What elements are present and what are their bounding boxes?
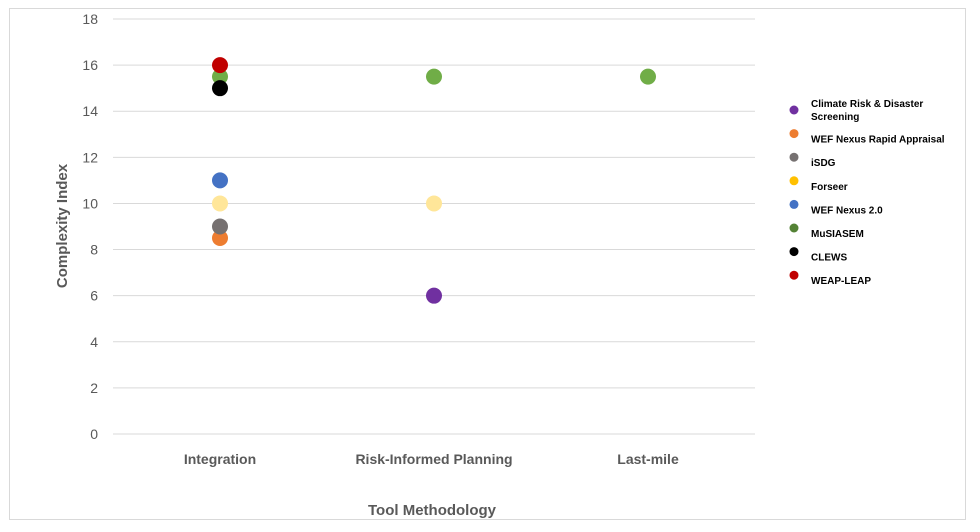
y-tick-label: 12 [82, 149, 98, 165]
data-point [212, 57, 228, 74]
legend-marker [789, 176, 799, 186]
chart-frame [9, 8, 966, 520]
y-tick-label: 6 [90, 288, 98, 304]
legend-marker [789, 105, 799, 115]
legend-label: WEAP-LEAP [811, 276, 871, 287]
data-point [426, 68, 442, 85]
data-point [212, 172, 228, 189]
legend-marker [789, 199, 799, 209]
y-tick-label: 18 [82, 11, 98, 27]
x-axis-title: Tool Methodology [368, 502, 497, 519]
legend-marker [789, 223, 799, 233]
data-point [212, 218, 228, 235]
data-point [640, 68, 656, 85]
x-category-label: Integration [184, 451, 256, 467]
x-category-label: Last-mile [617, 451, 679, 467]
y-tick-label: 16 [82, 57, 98, 73]
legend-marker [789, 152, 799, 162]
data-points [212, 57, 656, 304]
y-axis-title: Complexity Index [54, 163, 71, 288]
legend-label: Forseer [811, 182, 848, 193]
y-axis-ticks: 0 2 4 6 8 10 12 14 16 18 [82, 11, 98, 442]
legend-label: CLEWS [811, 253, 847, 264]
legend-label: iSDG [811, 158, 836, 169]
legend-marker [789, 270, 799, 280]
y-tick-label: 10 [82, 195, 98, 211]
data-point [212, 80, 228, 97]
y-tick-label: 4 [90, 334, 98, 350]
legend-marker [789, 129, 799, 139]
data-point [426, 287, 442, 304]
legend-label: WEF Nexus 2.0 [811, 205, 883, 216]
y-tick-label: 0 [90, 426, 98, 442]
y-tick-label: 14 [82, 103, 98, 119]
y-tick-label: 8 [90, 242, 98, 258]
data-point [212, 195, 228, 212]
legend: Climate Risk & Disaster Screening WEF Nexu… [789, 99, 945, 287]
x-axis-categories: Integration Risk-Informed Planning Last-mi… [184, 451, 679, 467]
legend-label: MuSIASEM [811, 229, 864, 240]
y-tick-label: 2 [90, 380, 98, 396]
legend-label: WEF Nexus Rapid Appraisal [811, 135, 945, 146]
x-category-label: Risk-Informed Planning [355, 451, 512, 467]
legend-label: Climate Risk & Disaster Screening [811, 99, 923, 123]
data-point [426, 195, 442, 212]
data-point [212, 68, 228, 85]
data-point [212, 230, 228, 247]
legend-marker [789, 247, 799, 257]
